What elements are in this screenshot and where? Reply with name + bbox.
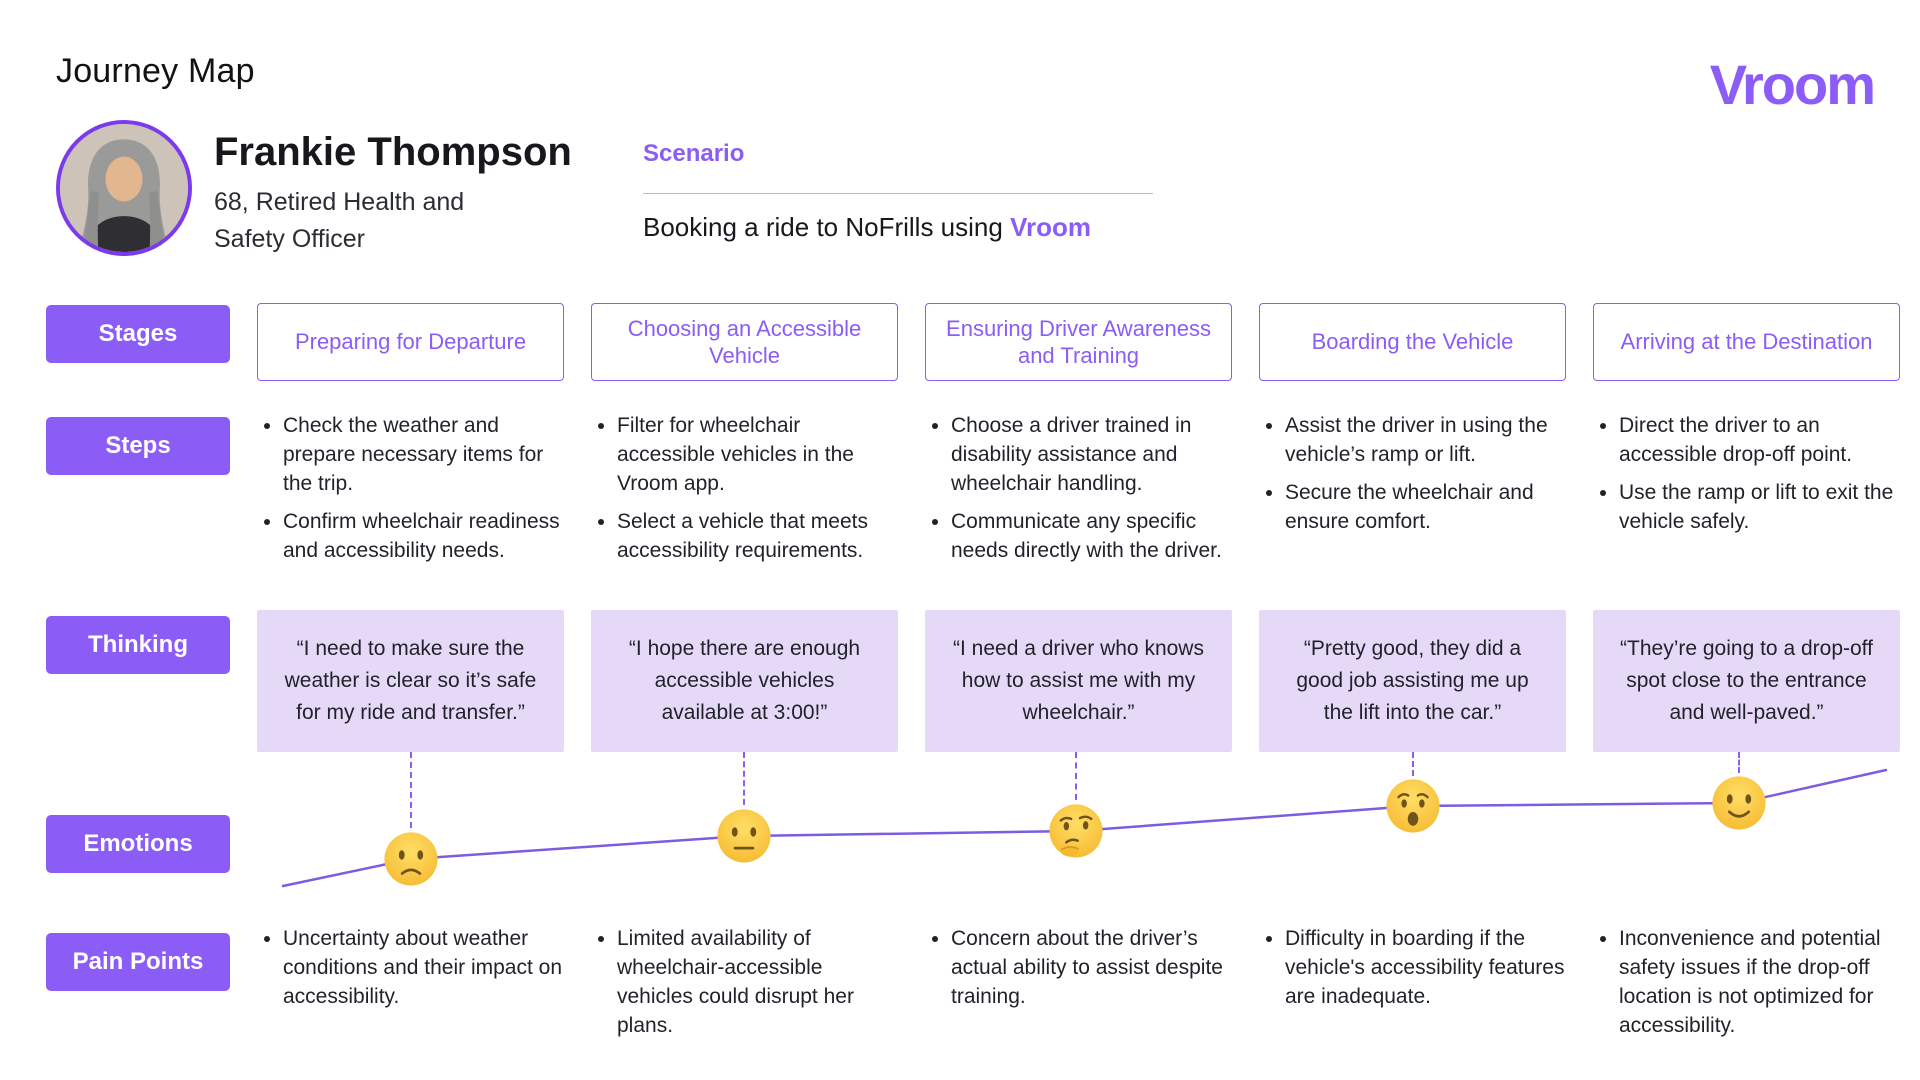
thinking-stage-4: “Pretty good, they did a good job assist… [1259, 610, 1566, 752]
persona-name: Frankie Thompson [214, 130, 572, 174]
pain-point-item: Concern about the driver’s actual abilit… [951, 925, 1232, 1012]
scenario-brand: Vroom [1010, 212, 1091, 242]
step-item: Direct the driver to an accessible drop-… [1619, 412, 1900, 470]
scenario-text: Booking a ride to NoFrills using Vroom [643, 212, 1091, 243]
page-title: Journey Map [56, 52, 255, 90]
thinking-stage-5: “They’re going to a drop-off spot close … [1593, 610, 1900, 752]
pain-points-stage-3: Concern about the driver’s actual abilit… [925, 925, 1232, 1021]
stage-title-2: Choosing an Accessible Vehicle [591, 303, 898, 381]
thinking-stage-2: “I hope there are enough accessible vehi… [591, 610, 898, 752]
scenario-label: Scenario [643, 140, 745, 167]
step-item: Secure the wheelchair and ensure comfort… [1285, 479, 1566, 537]
thinking-connector-1 [410, 752, 412, 828]
pain-points-stage-5: Inconvenience and potential safety issue… [1593, 925, 1900, 1050]
stage-title-4: Boarding the Vehicle [1259, 303, 1566, 381]
steps-stage-4: Assist the driver in using the vehicle’s… [1259, 412, 1566, 546]
pain-points-stage-4: Difficulty in boarding if the vehicle's … [1259, 925, 1566, 1021]
step-item: Check the weather and prepare necessary … [283, 412, 564, 499]
pain-points-stage-2: Limited availability of wheelchair-acces… [591, 925, 898, 1050]
step-item: Filter for wheelchair accessible vehicle… [617, 412, 898, 499]
emotion-curve [281, 768, 1888, 888]
row-label-thinking: Thinking [46, 616, 230, 674]
row-label-pain-points: Pain Points [46, 933, 230, 991]
steps-stage-3: Choose a driver trained in disability as… [925, 412, 1232, 575]
step-item: Assist the driver in using the vehicle’s… [1285, 412, 1566, 470]
thinking-connector-3 [1075, 752, 1077, 800]
pain-point-item: Difficulty in boarding if the vehicle's … [1285, 925, 1566, 1012]
scenario-text-main: Booking a ride to NoFrills using [643, 212, 1011, 242]
row-label-stages: Stages [46, 305, 230, 363]
pain-point-item: Inconvenience and potential safety issue… [1619, 925, 1900, 1041]
step-item: Communicate any specific needs directly … [951, 508, 1232, 566]
row-label-emotions: Emotions [46, 815, 230, 873]
thinking-connector-2 [743, 752, 745, 805]
neutral-face-icon [715, 807, 773, 865]
thinking-connector-4 [1412, 752, 1414, 776]
scenario-divider [643, 193, 1153, 194]
thinking-connector-5 [1738, 752, 1740, 773]
persona-description: 68, Retired Health and Safety Officer [214, 188, 465, 253]
stage-title-3: Ensuring Driver Awareness and Training [925, 303, 1232, 381]
slightly-smiling-face-icon [1710, 774, 1768, 832]
steps-stage-5: Direct the driver to an accessible drop-… [1593, 412, 1900, 546]
persona-portrait-icon [60, 124, 188, 252]
anguished-face-icon [1384, 777, 1442, 835]
step-item: Choose a driver trained in disability as… [951, 412, 1232, 499]
thinking-face-icon [1047, 802, 1105, 860]
step-item: Select a vehicle that meets accessibilit… [617, 508, 898, 566]
pain-points-stage-1: Uncertainty about weather conditions and… [257, 925, 564, 1021]
stage-title-1: Preparing for Departure [257, 303, 564, 381]
steps-stage-2: Filter for wheelchair accessible vehicle… [591, 412, 898, 575]
pain-point-item: Limited availability of wheelchair-acces… [617, 925, 898, 1041]
vroom-logo: Vroom [1709, 53, 1876, 116]
pain-point-item: Uncertainty about weather conditions and… [283, 925, 564, 1012]
thinking-stage-1: “I need to make sure the weather is clea… [257, 610, 564, 752]
steps-stage-1: Check the weather and prepare necessary … [257, 412, 564, 575]
thinking-stage-3: “I need a driver who knows how to assist… [925, 610, 1232, 752]
step-item: Use the ramp or lift to exit the vehicle… [1619, 479, 1900, 537]
row-label-steps: Steps [46, 417, 230, 475]
step-item: Confirm wheelchair readiness and accessi… [283, 508, 564, 566]
persona-avatar [56, 120, 192, 256]
slightly-frowning-face-icon [382, 830, 440, 888]
stage-title-5: Arriving at the Destination [1593, 303, 1900, 381]
